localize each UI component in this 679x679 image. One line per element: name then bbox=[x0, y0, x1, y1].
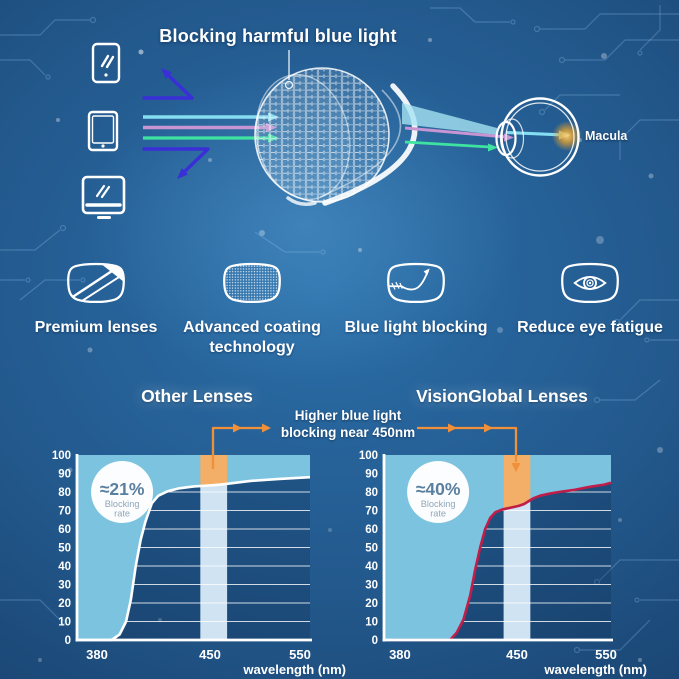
badge-value: ≈21% bbox=[100, 479, 145, 499]
blocking-rate-badge bbox=[407, 461, 470, 523]
lens-honeycomb-coating bbox=[254, 67, 390, 203]
lens-graphic bbox=[254, 67, 418, 206]
feature-premium-lenses: Premium lenses bbox=[21, 262, 171, 338]
y-tick-label: 100 bbox=[359, 450, 378, 462]
y-tick-label: 30 bbox=[58, 580, 71, 592]
transmission-curve bbox=[391, 481, 612, 642]
annotation-line2: blocking near 450nm bbox=[280, 425, 416, 440]
badge-label: Blocking bbox=[105, 499, 140, 509]
tablet-icon bbox=[87, 110, 119, 152]
feature-label: Reduce eye fatigue bbox=[517, 319, 663, 336]
annotation-arrows bbox=[211, 423, 521, 472]
cyan-beam bbox=[402, 103, 497, 135]
badge-value: ≈40% bbox=[416, 479, 461, 499]
chart-visionglobal-lenses: 0 10 20 30 40 50 60 70 80 90 100 380 450 550 wavelengt… bbox=[353, 448, 659, 679]
chart-title-visionglobal-lenses: VisionGlobal Lenses bbox=[416, 386, 588, 406]
macula-label: Macula bbox=[585, 129, 628, 143]
y-tick-label: 80 bbox=[365, 487, 378, 499]
x-tick-label: 450 bbox=[506, 647, 528, 662]
y-tick-label: 60 bbox=[365, 524, 378, 536]
y-tick-label: 10 bbox=[365, 617, 378, 629]
annotation-line1: Higher blue light bbox=[294, 408, 402, 423]
x-tick-label: 380 bbox=[86, 647, 108, 662]
y-tick-label: 90 bbox=[365, 469, 378, 481]
feature-label: Premium lenses bbox=[34, 319, 158, 336]
blocking-lens-icon bbox=[387, 262, 445, 304]
eye-lens-icon bbox=[561, 262, 619, 304]
y-tick-label: 0 bbox=[65, 635, 71, 647]
y-tick-label: 30 bbox=[365, 580, 378, 592]
blue-light-annotation: Higher blue light blocking near 450nm bbox=[262, 407, 434, 441]
x-tick-label: 550 bbox=[289, 647, 311, 662]
y-tick-label: 40 bbox=[365, 561, 378, 573]
x-axis-label: wavelength (nm) bbox=[543, 662, 647, 677]
chart-title-other-lenses: Other Lenses bbox=[141, 386, 253, 406]
hero-illustration bbox=[81, 42, 582, 219]
badge-label: Blocking bbox=[421, 499, 456, 509]
y-tick-label: 100 bbox=[52, 450, 71, 462]
y-tick-label: 60 bbox=[58, 524, 71, 536]
feature-reduce-eye-fatigue: Reduce eye fatigue bbox=[510, 262, 670, 338]
x-tick-label: 450 bbox=[199, 647, 221, 662]
premium-lens-icon bbox=[67, 262, 125, 304]
extra-blocking-highlight bbox=[200, 455, 228, 487]
macula-glow bbox=[552, 121, 582, 151]
chart-svg: 0 10 20 30 40 50 60 70 80 90 100 380 450 550wavelengt… bbox=[52, 450, 346, 677]
x-axis-label: wavelength (nm) bbox=[242, 662, 346, 677]
hero-title: Blocking harmful blue light bbox=[159, 26, 397, 46]
smartphone-icon bbox=[91, 42, 121, 84]
feature-label: Blue light blocking bbox=[344, 319, 488, 336]
x-tick-label: 380 bbox=[389, 647, 411, 662]
feature-blue-light-blocking: Blue light blocking bbox=[341, 262, 491, 338]
coating-lens-icon bbox=[223, 262, 281, 304]
y-tick-label: 80 bbox=[58, 487, 71, 499]
x-tick-label: 550 bbox=[595, 647, 617, 662]
y-tick-label: 70 bbox=[365, 506, 378, 518]
chart-other-lenses: 0 10 20 30 40 50 60 70 80 90 100 380 450 550 wavelengt… bbox=[48, 448, 354, 679]
badge-label: rate bbox=[430, 509, 446, 519]
extra-blocking-highlight bbox=[503, 455, 531, 510]
feature-advanced-coating: Advanced coating technology bbox=[177, 262, 327, 357]
y-tick-label: 10 bbox=[58, 617, 71, 629]
blocked-blue-ray-top bbox=[142, 68, 194, 100]
monitor-icon bbox=[81, 175, 126, 219]
blocked-blue-ray-bottom bbox=[142, 147, 210, 179]
y-tick-label: 90 bbox=[58, 469, 71, 481]
badge-label: rate bbox=[114, 509, 130, 519]
y-tick-label: 20 bbox=[58, 598, 71, 610]
feature-label: Advanced coating bbox=[183, 319, 321, 336]
chart-svg: 0 10 20 30 40 50 60 70 80 90 100 380 450 550wavelengt… bbox=[359, 450, 647, 677]
y-tick-label: 20 bbox=[365, 598, 378, 610]
eye-diagram bbox=[495, 97, 582, 177]
y-tick-label: 50 bbox=[58, 543, 71, 555]
blocking-rate-badge bbox=[91, 461, 154, 523]
y-tick-label: 70 bbox=[58, 506, 71, 518]
y-tick-label: 40 bbox=[58, 561, 71, 573]
y-tick-label: 0 bbox=[372, 635, 378, 647]
focused-rays bbox=[402, 103, 571, 152]
transmission-curve bbox=[78, 475, 311, 642]
y-tick-label: 50 bbox=[365, 543, 378, 555]
